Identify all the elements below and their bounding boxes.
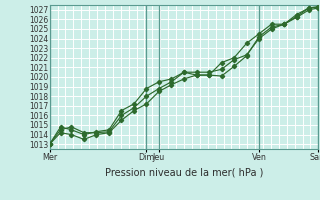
X-axis label: Pression niveau de la mer( hPa ): Pression niveau de la mer( hPa ) xyxy=(105,168,263,178)
